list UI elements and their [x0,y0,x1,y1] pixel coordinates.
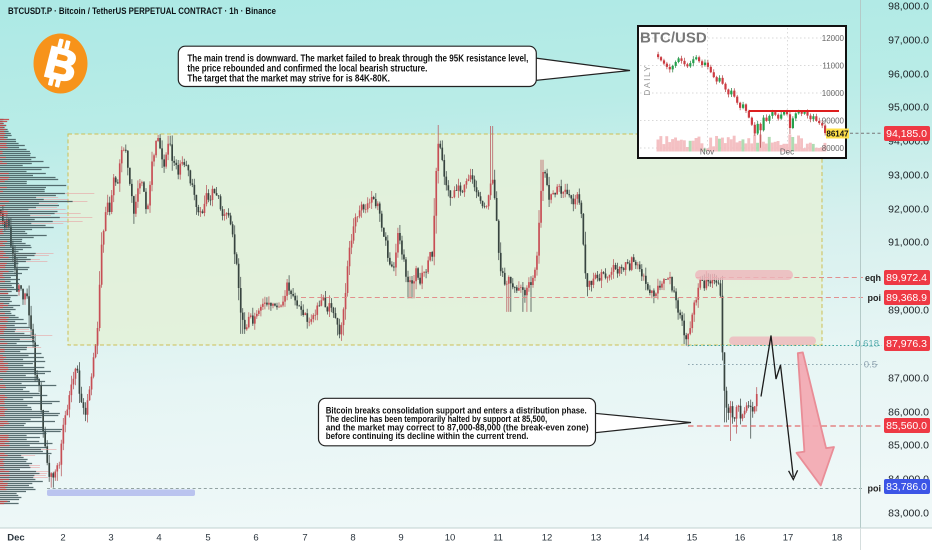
svg-text:17: 17 [783,533,794,544]
svg-text:10: 10 [445,533,456,544]
svg-text:97,000.0: 97,000.0 [888,35,929,47]
svg-text:86147: 86147 [826,130,849,139]
svg-text:0.618: 0.618 [855,339,879,350]
svg-text:7: 7 [302,533,307,544]
svg-text:12000: 12000 [822,34,845,43]
svg-text:16: 16 [735,533,746,544]
svg-text:89,368.9: 89,368.9 [886,292,927,304]
svg-text:10000: 10000 [822,89,845,98]
svg-text:0.5: 0.5 [864,360,877,371]
svg-text:The decline has been temporari: The decline has been temporarily halted … [326,414,548,425]
svg-text:Dec: Dec [7,533,24,544]
svg-text:4: 4 [156,533,161,544]
svg-text:85,560.0: 85,560.0 [886,420,927,432]
svg-text:and the market may correct to: and the market may correct to 87,000-88,… [326,422,589,433]
svg-text:The target that the market may: The target that the market may strive fo… [187,74,390,85]
svg-text:Nov: Nov [700,148,714,157]
svg-text:89,000.0: 89,000.0 [888,305,929,317]
svg-text:DAILY: DAILY [642,64,652,95]
svg-text:83,786.0: 83,786.0 [886,481,927,493]
svg-text:Dec: Dec [780,148,794,157]
svg-text:13: 13 [591,533,602,544]
svg-text:98,000.0: 98,000.0 [888,1,929,13]
svg-text:93,000.0: 93,000.0 [888,170,929,182]
svg-text:83,000.0: 83,000.0 [888,508,929,520]
svg-text:11000: 11000 [822,62,844,71]
svg-text:94,185.0: 94,185.0 [886,128,927,140]
svg-text:92,000.0: 92,000.0 [888,204,929,216]
svg-text:9: 9 [398,533,403,544]
svg-text:80000: 80000 [822,144,845,153]
svg-text:the price rebounded and confir: the price rebounded and confirmed the lo… [187,64,427,75]
svg-text:5: 5 [205,533,210,544]
svg-text:90000: 90000 [822,117,845,126]
svg-text:poi: poi [868,484,882,494]
svg-text:86,000.0: 86,000.0 [888,407,929,419]
svg-text:poi: poi [868,293,882,303]
svg-text:12: 12 [542,533,553,544]
svg-text:15: 15 [687,533,698,544]
svg-text:91,000.0: 91,000.0 [888,237,929,249]
svg-text:Bitcoin breaks consolidation s: Bitcoin breaks consolidation support and… [326,406,587,417]
svg-text:96,000.0: 96,000.0 [888,69,929,81]
svg-text:3: 3 [108,533,113,544]
svg-text:before continuing its decline: before continuing its decline within the… [326,431,529,442]
svg-text:89,972.4: 89,972.4 [886,272,927,284]
svg-text:87,976.3: 87,976.3 [886,338,927,350]
svg-text:95,000.0: 95,000.0 [888,102,929,114]
svg-text:BTC/USD: BTC/USD [640,30,707,47]
svg-text:2: 2 [60,533,65,544]
svg-text:11: 11 [493,533,503,544]
svg-text:BTCUSDT.P · Bitcoin / TetherUS: BTCUSDT.P · Bitcoin / TetherUS PERPETUAL… [8,6,276,17]
svg-text:18: 18 [832,533,843,544]
svg-text:6: 6 [253,533,258,544]
svg-text:eqh: eqh [865,273,881,283]
svg-text:The main trend is downward. Th: The main trend is downward. The market f… [187,53,528,64]
svg-text:14: 14 [639,533,650,544]
svg-text:85,000.0: 85,000.0 [888,440,929,452]
svg-text:8: 8 [350,533,355,544]
svg-text:87,000.0: 87,000.0 [888,373,929,385]
